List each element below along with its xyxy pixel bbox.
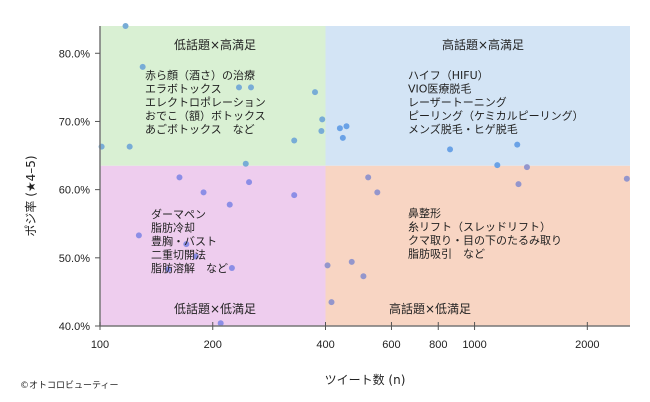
quadrant-item: レーザートーニング <box>408 95 507 109</box>
quadrant-item: 脂肪溶解 など <box>151 261 228 275</box>
quadrant-item: ダーマペン <box>151 207 206 221</box>
data-point <box>515 181 522 188</box>
quadrant-item: VIO医療脱毛 <box>408 82 471 96</box>
data-point <box>228 265 235 272</box>
quadrant-high-high <box>325 26 630 166</box>
data-point <box>242 160 249 167</box>
quadrant-item: ハイフ（HIFU） <box>408 69 489 82</box>
data-point <box>623 175 630 182</box>
y-tick-label: 50.0% <box>59 253 90 265</box>
quadrant-item: 豊胸・バスト <box>151 234 217 248</box>
data-point <box>319 116 326 123</box>
x-tick-label: 600 <box>382 339 400 351</box>
x-axis-title: ツイート数 (n) <box>325 372 406 387</box>
quadrant-title: 高話題×高満足 <box>442 37 524 52</box>
data-point <box>360 273 367 280</box>
quadrant-labels: 低話題×高満足赤ら顔（酒さ）の治療エラボトックスエレクトロポレーションおでこ（額… <box>145 37 584 316</box>
data-point <box>343 123 350 130</box>
data-point <box>226 201 233 208</box>
x-tick-label: 200 <box>204 339 222 351</box>
data-point <box>126 143 133 150</box>
data-point <box>523 164 530 171</box>
quadrant-low-high <box>100 26 326 166</box>
x-tick-label: 400 <box>316 339 334 351</box>
quadrant-title: 低話題×高満足 <box>174 37 256 52</box>
quadrant-item: 脂肪冷却 <box>151 221 195 235</box>
data-point <box>447 146 454 153</box>
quadrant-title: 高話題×低満足 <box>389 301 471 316</box>
x-tick-label: 1000 <box>462 339 486 351</box>
quadrant-item: 赤ら顔（酒さ）の治療 <box>145 68 255 82</box>
axes: 40.0% 50.0% 60.0% 70.0% 80.0% 100 200 400 600 800… <box>59 26 630 351</box>
data-point <box>374 189 381 196</box>
quadrant-item: 鼻整形 <box>408 206 441 220</box>
data-point <box>176 174 183 181</box>
data-point <box>246 179 253 186</box>
y-tick-label: 40.0% <box>59 321 90 333</box>
y-tick-label: 70.0% <box>59 116 90 128</box>
data-point <box>200 189 207 196</box>
data-point <box>291 192 298 199</box>
data-point <box>165 266 172 273</box>
data-point <box>494 162 501 169</box>
quadrant-item: メンズ脱毛・ヒゲ脱毛 <box>408 122 518 136</box>
quadrant-item: クマ取り・目の下のたるみ取り <box>408 234 562 247</box>
quadrant-item: エレクトロポレーション <box>145 96 266 109</box>
y-axis-title: ポジ率 (★4–5) <box>23 155 38 236</box>
quadrant-item: おでこ（額）ボトックス <box>145 110 266 123</box>
data-point <box>217 320 224 327</box>
quadrant-title: 低話題×低満足 <box>174 301 256 316</box>
data-point <box>312 89 319 96</box>
data-point <box>514 141 521 148</box>
quadrant-item: 糸リフト（スレッドリフト） <box>408 221 551 234</box>
quadrant-item: ピーリング（ケミカルピーリング） <box>408 109 584 123</box>
quadrant-item: 二重切開法 <box>151 248 206 262</box>
copyright-credit: ©オトコロビューティー <box>20 381 119 391</box>
quadrant-low-low <box>100 165 326 326</box>
data-point <box>183 241 190 248</box>
data-point <box>192 253 199 260</box>
data-point <box>339 134 346 141</box>
data-point <box>328 299 335 306</box>
data-point <box>318 128 325 134</box>
data-point <box>235 84 242 91</box>
data-point <box>348 258 355 265</box>
data-point <box>324 262 331 269</box>
data-point <box>122 23 129 29</box>
quadrant-item: エラボトックス <box>145 83 222 96</box>
data-point <box>247 84 254 91</box>
data-point <box>135 232 142 239</box>
y-tick-label: 80.0% <box>59 48 90 60</box>
data-point <box>139 63 146 70</box>
quadrant-backgrounds <box>100 26 630 326</box>
x-tick-label: 800 <box>429 339 447 351</box>
quadrant-item: あごボトックス など <box>145 122 255 136</box>
y-tick-label: 60.0% <box>59 185 90 197</box>
data-point <box>336 125 343 132</box>
data-point <box>365 174 372 181</box>
data-point <box>291 137 298 144</box>
x-tick-label: 100 <box>91 339 109 351</box>
quadrant-item: 脂肪吸引 など <box>408 247 485 261</box>
x-tick-label: 2000 <box>575 339 599 351</box>
